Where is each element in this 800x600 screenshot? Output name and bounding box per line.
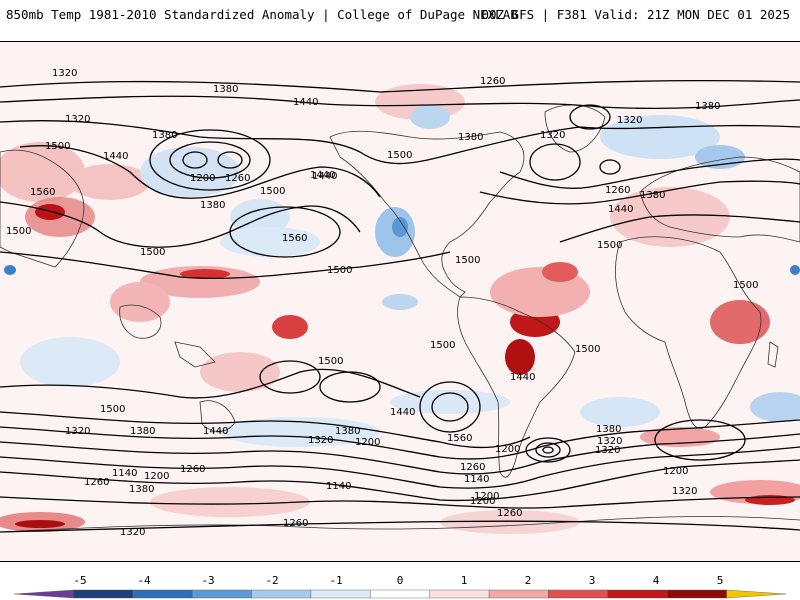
color-scale-tick-label: -4 (137, 574, 151, 587)
contour-label: 1140 (112, 468, 137, 479)
contour-label: 1260 (225, 173, 250, 184)
contour-label: 1200 (470, 496, 495, 507)
color-scale-bar (13, 589, 787, 599)
contour-label: 1500 (140, 247, 165, 258)
color-swatch (310, 589, 371, 599)
contour-label: 1500 (100, 404, 125, 415)
contour-label: 1200 (144, 471, 169, 482)
color-scale-tick-label: 5 (716, 574, 724, 587)
color-swatch (607, 589, 668, 599)
color-scale-tick-label: -2 (265, 574, 279, 587)
contour-label: 1440 (293, 97, 318, 108)
contour-label: 1560 (30, 187, 55, 198)
contour-label: 1320 (597, 436, 622, 447)
contour-label: 1500 (387, 150, 412, 161)
color-swatch (191, 589, 252, 599)
color-scale-tick-label: 0 (396, 574, 404, 587)
contour-label: 1380 (129, 484, 154, 495)
contour-label: 1560 (447, 433, 472, 444)
contour-label: 1500 (733, 280, 758, 291)
anomaly-shading (0, 42, 800, 561)
contour-label: 1320 (65, 426, 90, 437)
color-scale-tick-label: -3 (201, 574, 215, 587)
contour-label: 1440 (390, 407, 415, 418)
contour-label: 1440 (312, 171, 337, 182)
contour-label: 1500 (575, 344, 600, 355)
contour-label: 1500 (597, 240, 622, 251)
contour-labels: 1320 1380 1440 1260 1380 1320 1500 1320 … (6, 68, 758, 538)
contour-label: 1260 (480, 76, 505, 87)
color-swatch (13, 589, 74, 599)
color-swatch (667, 589, 727, 599)
contour-label: 1500 (318, 356, 343, 367)
anomaly-map: 1320 1380 1440 1260 1380 1320 1500 1320 … (0, 42, 800, 561)
contour-label: 1200 (190, 173, 215, 184)
color-swatch (726, 589, 787, 599)
contour-label: 1380 (200, 200, 225, 211)
contour-label: 1320 (65, 114, 90, 125)
contour-label: 1260 (497, 508, 522, 519)
coastlines (0, 104, 800, 533)
contour-label: 1200 (474, 491, 499, 502)
contour-label: 1320 (672, 486, 697, 497)
contour-label: 1440 (608, 204, 633, 215)
contour-label: 1500 (45, 141, 70, 152)
contour-label: 1380 (596, 424, 621, 435)
color-scale-tick-label: 3 (588, 574, 596, 587)
color-scale-tick-label: 4 (652, 574, 660, 587)
contour-label: 1320 (52, 68, 77, 79)
contour-label: 1320 (540, 130, 565, 141)
contour-label: 1440 (203, 426, 228, 437)
contour-label: 1380 (130, 426, 155, 437)
contour-label: 1260 (84, 477, 109, 488)
contour-label: 1200 (495, 444, 520, 455)
contour-label: 1320 (120, 527, 145, 538)
contour-label: 1140 (464, 474, 489, 485)
contour-label: 1380 (335, 426, 360, 437)
contour-label: 1440 (103, 151, 128, 162)
map-panel: 1320 1380 1440 1260 1380 1320 1500 1320 … (0, 41, 800, 562)
color-swatch (548, 589, 609, 599)
contour-label: 1380 (695, 101, 720, 112)
contour-label: 1500 (6, 226, 31, 237)
contour-label: 1200 (355, 437, 380, 448)
contour-label: 1380 (458, 132, 483, 143)
color-swatch (132, 589, 193, 599)
map-title: 850mb Temp 1981-2010 Standardized Anomal… (6, 7, 518, 22)
color-scale-tick-label: 1 (460, 574, 468, 587)
contour-label: 1320 (617, 115, 642, 126)
color-scale-tick-label: -5 (73, 574, 87, 587)
color-swatch (370, 589, 430, 599)
contour-label: 1140 (326, 481, 351, 492)
contour-label: 1320 (308, 435, 333, 446)
contour-label: 1320 (595, 445, 620, 456)
contour-label: 1380 (152, 130, 177, 141)
run-info: 00Z GFS | F381 Valid: 21Z MON DEC 01 202… (481, 7, 790, 22)
color-scale-tick-label: -1 (329, 574, 343, 587)
contour-label: 1500 (455, 255, 480, 266)
contour-label: 1260 (283, 518, 308, 529)
contour-label: 1200 (663, 466, 688, 477)
contour-label: 1500 (327, 265, 352, 276)
header-bar: 850mb Temp 1981-2010 Standardized Anomal… (0, 0, 800, 30)
height-contours (0, 79, 800, 533)
contour-label: 1260 (460, 462, 485, 473)
contour-label: 1260 (180, 464, 205, 475)
contour-label: 1500 (430, 340, 455, 351)
color-scale-tick-label: 2 (524, 574, 532, 587)
color-swatch (429, 589, 490, 599)
color-swatch (73, 589, 133, 599)
contour-label: 1440 (510, 372, 535, 383)
contour-label: 1260 (605, 185, 630, 196)
contour-label: 1440 (310, 170, 335, 181)
color-swatch (488, 589, 549, 599)
contour-label: 1500 (260, 186, 285, 197)
contour-label: 1380 (640, 190, 665, 201)
contour-label: 1560 (282, 233, 307, 244)
contour-label: 1380 (213, 84, 238, 95)
color-swatch (251, 589, 312, 599)
color-scale-legend: -5 -4 -3 -2 -1 0 1 2 3 4 5 (0, 568, 800, 600)
